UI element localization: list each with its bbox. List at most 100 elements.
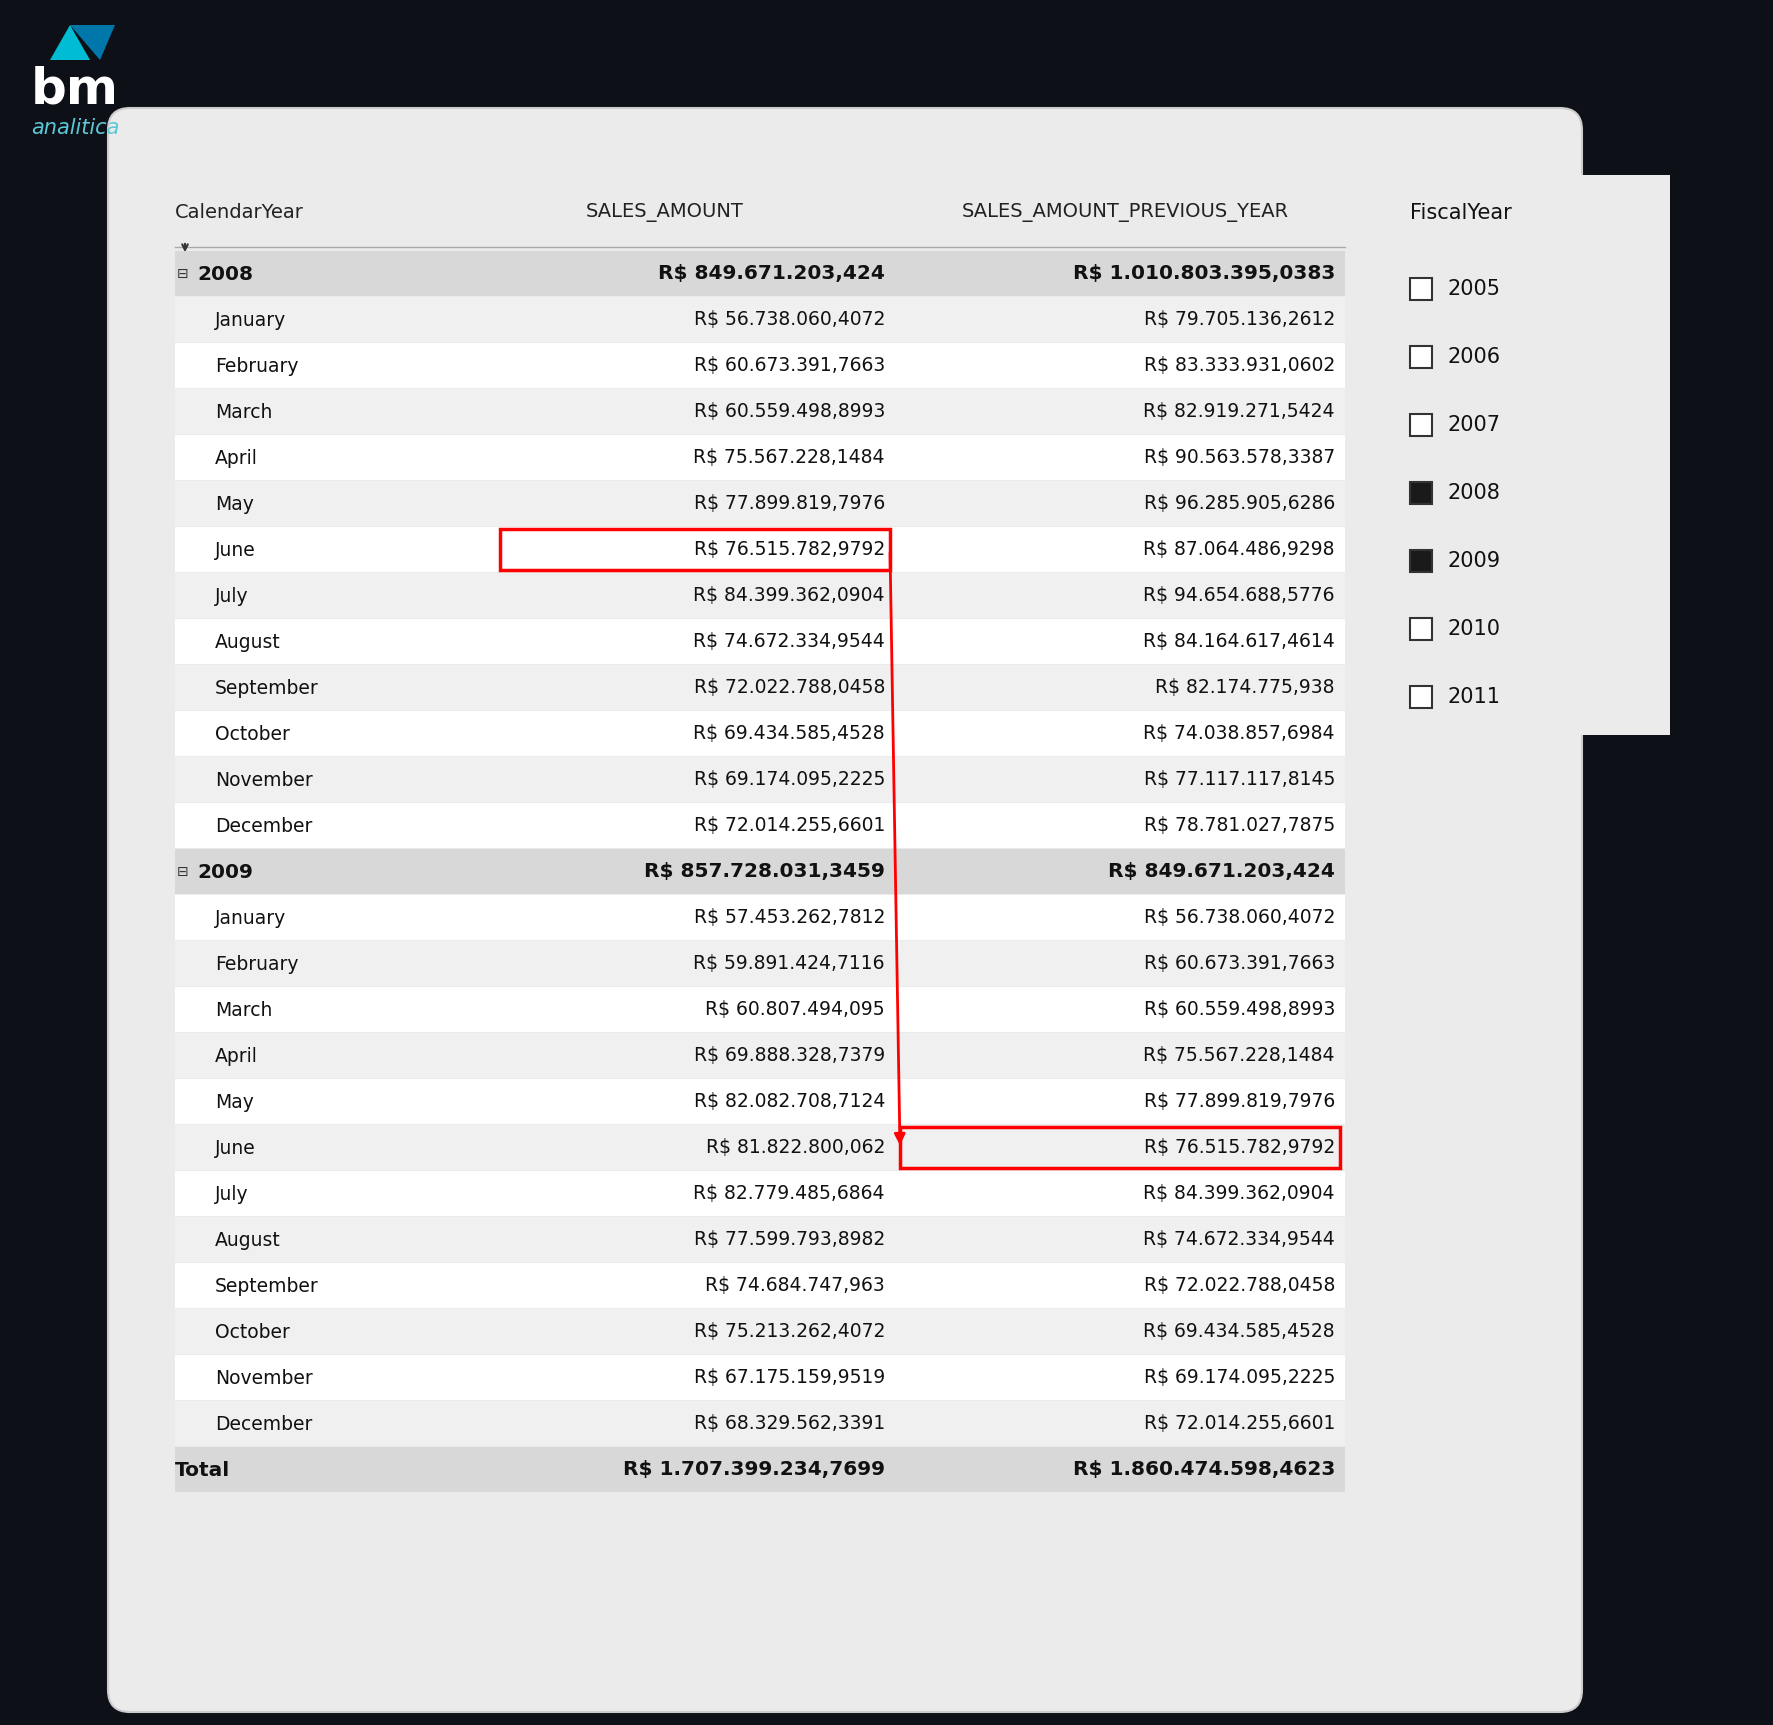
Text: R$ 76.515.782,9792: R$ 76.515.782,9792 <box>693 540 885 559</box>
Bar <box>1410 618 1431 640</box>
Bar <box>176 1080 1344 1125</box>
Text: R$ 90.563.578,3387: R$ 90.563.578,3387 <box>1144 448 1335 467</box>
Text: R$ 72.014.255,6601: R$ 72.014.255,6601 <box>693 816 885 835</box>
Bar <box>176 666 1344 711</box>
Text: March: March <box>215 1000 273 1019</box>
Bar <box>176 1263 1344 1308</box>
Text: March: March <box>215 402 273 421</box>
Text: 2009: 2009 <box>1447 550 1500 571</box>
Bar <box>176 528 1344 573</box>
Text: R$ 74.038.857,6984: R$ 74.038.857,6984 <box>1144 724 1335 743</box>
Text: December: December <box>215 1414 312 1433</box>
Bar <box>176 1309 1344 1354</box>
Text: R$ 82.082.708,7124: R$ 82.082.708,7124 <box>693 1092 885 1111</box>
Text: R$ 75.567.228,1484: R$ 75.567.228,1484 <box>1144 1047 1335 1066</box>
Text: 2009: 2009 <box>197 862 254 881</box>
Bar <box>176 1447 1344 1492</box>
Text: R$ 849.671.203,424: R$ 849.671.203,424 <box>658 264 885 283</box>
Bar <box>1410 278 1431 300</box>
Text: SALES_AMOUNT: SALES_AMOUNT <box>585 204 743 223</box>
Bar <box>176 895 1344 940</box>
Text: R$ 60.807.494,095: R$ 60.807.494,095 <box>706 1000 885 1019</box>
Text: 2005: 2005 <box>1447 279 1500 298</box>
Text: July: July <box>215 1185 248 1204</box>
Bar <box>176 435 1344 480</box>
Text: R$ 81.822.800,062: R$ 81.822.800,062 <box>706 1138 885 1157</box>
Text: April: April <box>215 1047 257 1066</box>
Text: January: January <box>215 310 285 329</box>
Text: February: February <box>215 954 298 973</box>
Text: 2006: 2006 <box>1447 347 1500 367</box>
Text: R$ 75.213.262,4072: R$ 75.213.262,4072 <box>693 1323 885 1342</box>
Text: R$ 857.728.031,3459: R$ 857.728.031,3459 <box>644 862 885 881</box>
Text: October: October <box>215 724 289 743</box>
Text: R$ 72.014.255,6601: R$ 72.014.255,6601 <box>1144 1414 1335 1433</box>
Text: SALES_AMOUNT_PREVIOUS_YEAR: SALES_AMOUNT_PREVIOUS_YEAR <box>961 204 1287 223</box>
Text: bm: bm <box>30 66 119 114</box>
Text: June: June <box>215 540 255 559</box>
Text: R$ 72.022.788,0458: R$ 72.022.788,0458 <box>693 678 885 697</box>
Text: August: August <box>215 633 280 652</box>
Text: R$ 60.673.391,7663: R$ 60.673.391,7663 <box>1144 954 1335 973</box>
Bar <box>176 343 1344 388</box>
Text: R$ 1.707.399.234,7699: R$ 1.707.399.234,7699 <box>622 1461 885 1480</box>
Text: R$ 84.399.362,0904: R$ 84.399.362,0904 <box>693 586 885 605</box>
Text: September: September <box>215 678 319 697</box>
Bar <box>176 1401 1344 1446</box>
Text: June: June <box>215 1138 255 1157</box>
Bar <box>176 1125 1344 1170</box>
Text: October: October <box>215 1323 289 1342</box>
Bar <box>176 804 1344 849</box>
Text: R$ 82.174.775,938: R$ 82.174.775,938 <box>1154 678 1335 697</box>
Bar <box>1410 550 1431 573</box>
Text: November: November <box>215 1368 312 1387</box>
Bar <box>1410 481 1431 504</box>
Text: R$ 74.684.747,963: R$ 74.684.747,963 <box>706 1276 885 1295</box>
Bar <box>176 711 1344 756</box>
Text: R$ 72.022.788,0458: R$ 72.022.788,0458 <box>1144 1276 1335 1295</box>
Text: R$ 67.175.159,9519: R$ 67.175.159,9519 <box>693 1368 885 1387</box>
Text: 2008: 2008 <box>197 264 254 283</box>
Bar <box>176 757 1344 802</box>
Text: August: August <box>215 1230 280 1249</box>
Text: 2008: 2008 <box>1447 483 1500 504</box>
Bar <box>1390 174 1668 735</box>
Text: R$ 69.174.095,2225: R$ 69.174.095,2225 <box>1144 1368 1335 1387</box>
Text: R$ 77.899.819,7976: R$ 77.899.819,7976 <box>1144 1092 1335 1111</box>
Bar <box>176 619 1344 664</box>
Text: R$ 60.673.391,7663: R$ 60.673.391,7663 <box>693 357 885 376</box>
Text: November: November <box>215 771 312 790</box>
Bar <box>176 390 1344 435</box>
Text: R$ 77.117.117,8145: R$ 77.117.117,8145 <box>1144 771 1335 790</box>
Text: R$ 69.434.585,4528: R$ 69.434.585,4528 <box>693 724 885 743</box>
Text: R$ 94.654.688,5776: R$ 94.654.688,5776 <box>1144 586 1335 605</box>
Text: September: September <box>215 1276 319 1295</box>
Text: R$ 76.515.782,9792: R$ 76.515.782,9792 <box>1144 1138 1335 1157</box>
Text: R$ 77.599.793,8982: R$ 77.599.793,8982 <box>693 1230 885 1249</box>
Text: R$ 59.891.424,7116: R$ 59.891.424,7116 <box>693 954 885 973</box>
Text: R$ 74.672.334,9544: R$ 74.672.334,9544 <box>1142 1230 1335 1249</box>
Bar <box>1410 347 1431 367</box>
Bar <box>176 1356 1344 1401</box>
Text: R$ 69.434.585,4528: R$ 69.434.585,4528 <box>1144 1323 1335 1342</box>
Text: May: May <box>215 1092 254 1111</box>
Bar <box>176 1171 1344 1216</box>
Text: R$ 74.672.334,9544: R$ 74.672.334,9544 <box>693 633 885 652</box>
Polygon shape <box>50 24 90 60</box>
Text: R$ 82.779.485,6864: R$ 82.779.485,6864 <box>693 1185 885 1204</box>
Text: R$ 849.671.203,424: R$ 849.671.203,424 <box>1108 862 1335 881</box>
Text: July: July <box>215 586 248 605</box>
Text: December: December <box>215 816 312 835</box>
Bar <box>176 252 1344 297</box>
Text: February: February <box>215 357 298 376</box>
Text: R$ 78.781.027,7875: R$ 78.781.027,7875 <box>1144 816 1335 835</box>
Text: 2010: 2010 <box>1447 619 1500 638</box>
Bar <box>176 297 1344 342</box>
Bar <box>1410 687 1431 707</box>
Text: ⊟: ⊟ <box>177 864 188 880</box>
FancyBboxPatch shape <box>108 109 1582 1711</box>
Text: Total: Total <box>176 1461 230 1480</box>
Bar <box>1410 414 1431 436</box>
Text: ⊟: ⊟ <box>177 267 188 281</box>
Text: R$ 84.164.617,4614: R$ 84.164.617,4614 <box>1142 633 1335 652</box>
